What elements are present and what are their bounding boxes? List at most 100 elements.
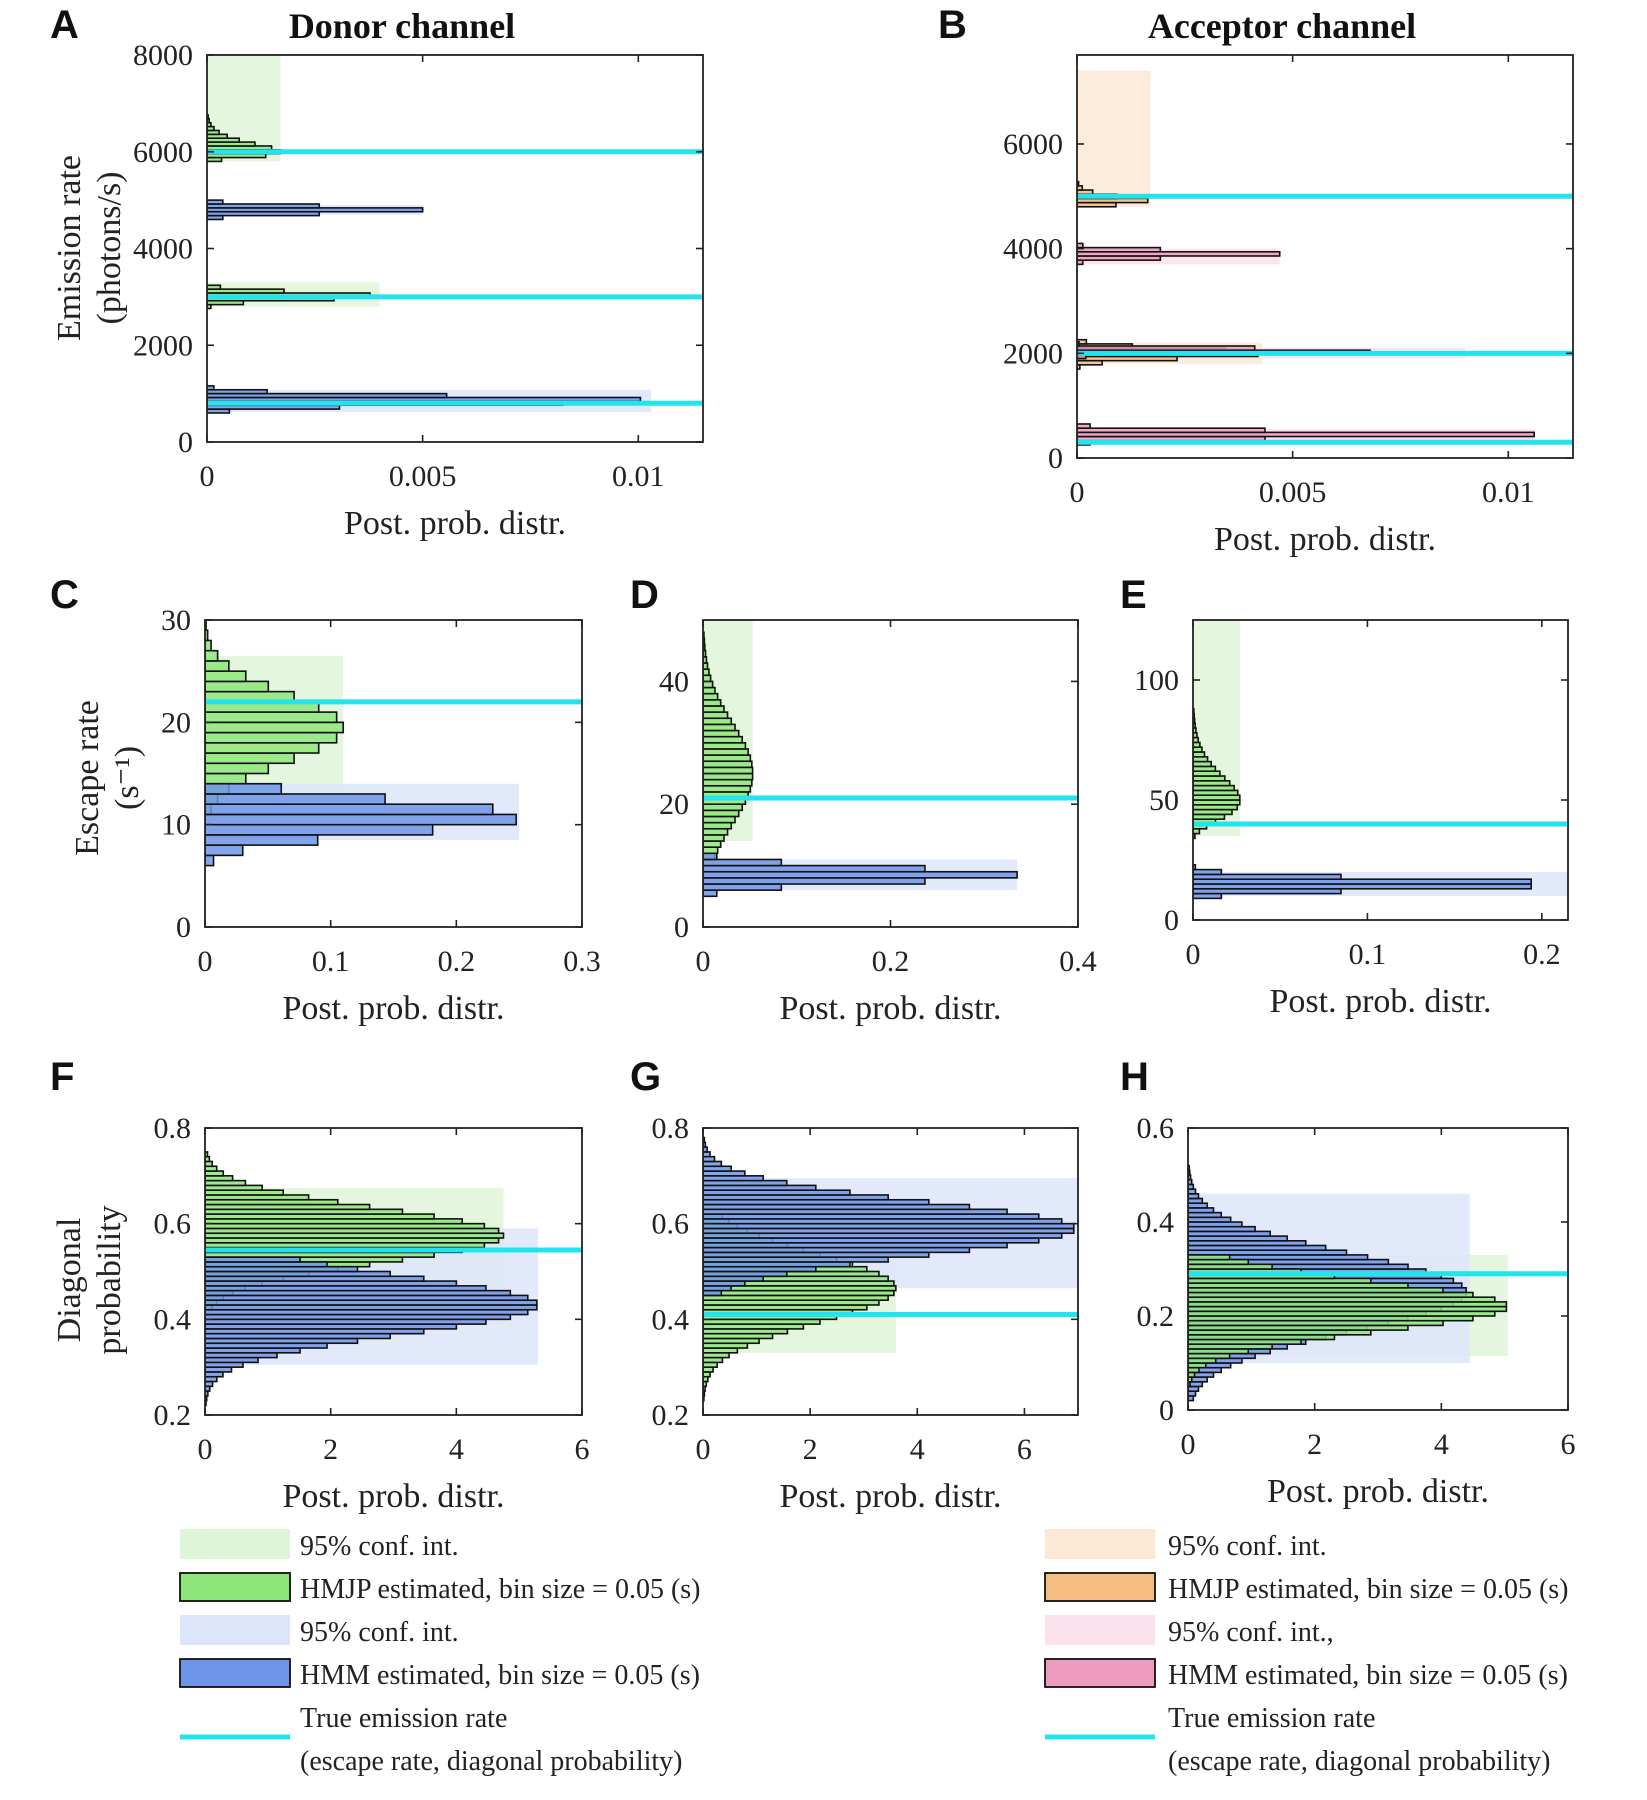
x-tick-label: 4 [449, 1433, 464, 1466]
histogram-bar [207, 388, 268, 395]
histogram-bar [703, 870, 1018, 879]
histogram-bar [703, 741, 747, 750]
histogram-bar [1077, 345, 1256, 351]
y-axis-label: Diagonal probability [51, 1205, 128, 1354]
histogram-bar [205, 772, 247, 785]
histogram-bar [1077, 246, 1162, 253]
histogram-bar [703, 717, 733, 726]
histogram-bar [1077, 341, 1080, 347]
y-tick-label: 50 [1149, 784, 1179, 817]
histogram-bar [205, 660, 230, 672]
y-tick-label: 10 [161, 809, 191, 842]
x-axis-label: Post. prob. distr. [780, 1478, 1002, 1515]
histogram-bar [703, 809, 740, 818]
legend-label: HMM estimated, bin size = 0.05 (s) [1168, 1660, 1568, 1691]
histogram-bar [703, 760, 753, 769]
plot-area [1188, 1164, 1568, 1402]
histogram-bar [205, 803, 494, 816]
y-axis-label-line: Emission rate [51, 155, 88, 341]
panel-letter: G [630, 1055, 661, 1099]
y-tick-label: 0.6 [154, 1208, 192, 1241]
y-axis-label-line: (photons/s) [91, 172, 128, 325]
legend-label: 95% conf. int., [1168, 1617, 1334, 1648]
y-tick-label: 100 [1134, 664, 1179, 697]
series-hmm [703, 1136, 1075, 1297]
histogram-bar [205, 731, 338, 744]
histogram-bar [1193, 863, 1197, 871]
ci-rect [1077, 70, 1151, 207]
histogram-bar [1077, 250, 1281, 257]
y-axis-label: Emission rate (photons/s) [51, 155, 128, 341]
legend-label: HMJP estimated, bin size = 0.05 (s) [1168, 1574, 1569, 1605]
y-tick-label: 0 [674, 911, 689, 944]
x-tick-label: 0.01 [612, 460, 665, 493]
y-tick-label: 6000 [1003, 128, 1063, 161]
y-tick-label: 0.6 [652, 1208, 690, 1241]
series-hmm [207, 199, 424, 221]
histogram-bar [703, 772, 754, 781]
histogram-bar [207, 288, 285, 294]
x-tick-label: 0.4 [1059, 945, 1097, 978]
y-tick-label: 2000 [133, 329, 193, 362]
x-tick-label: 0 [198, 1433, 213, 1466]
histogram-bar [1077, 185, 1084, 191]
panel-letter: B [938, 3, 967, 47]
x-tick-label: 0 [1181, 1428, 1196, 1461]
series-hmjp [1193, 707, 1241, 840]
histogram-bar [205, 1256, 301, 1263]
histogram-bar [703, 815, 736, 824]
histogram-bar [1077, 431, 1535, 438]
histogram-bar [207, 385, 215, 391]
panel-letter: H [1120, 1055, 1149, 1099]
histogram-bar [205, 823, 434, 836]
legend-swatch-bar [1044, 1658, 1156, 1688]
plot-area [1193, 620, 1568, 900]
y-tick-label: 4000 [1003, 233, 1063, 266]
axes-box [1076, 54, 1574, 459]
panel-b: 0 0.005 0.01 0 2000 4000 6000 Post. prob. distr… [938, 3, 1574, 558]
x-tick-label: 0.2 [872, 945, 910, 978]
histogram-bar [1188, 1254, 1231, 1261]
y-tick-label: 8000 [133, 39, 193, 72]
y-tick-label: 0 [178, 426, 193, 459]
histogram-bar [1193, 878, 1532, 885]
histogram-bar [703, 705, 725, 713]
y-tick-label: 30 [161, 604, 191, 637]
histogram-bar [703, 883, 783, 891]
plot-area [703, 1136, 1078, 1402]
panel-letter: A [50, 3, 79, 47]
histogram-bar [207, 392, 448, 399]
y-tick-label: 0.4 [154, 1303, 192, 1336]
x-tick-label: 0 [200, 460, 215, 493]
panel-title: Acceptor channel [1148, 6, 1416, 46]
histogram-bar [703, 692, 719, 701]
y-axis-label-line: Escape rate [69, 700, 106, 856]
histogram-bar [703, 711, 729, 720]
x-tick-label: 6 [1017, 1433, 1032, 1466]
y-tick-label: 20 [659, 788, 689, 821]
series-hmjp [703, 631, 754, 861]
y-tick-label: 0.8 [652, 1112, 690, 1145]
histogram-bar [1077, 423, 1091, 429]
legend-label: True emission rate [300, 1703, 507, 1734]
histogram-bar [703, 766, 754, 775]
y-tick-label: 0.2 [154, 1399, 192, 1432]
histogram-bar [205, 854, 215, 867]
histogram-bar [703, 889, 718, 898]
histogram-bar [205, 680, 270, 693]
y-tick-label: 0.8 [154, 1112, 192, 1145]
series-hmm [703, 852, 1018, 898]
plot-area [207, 55, 703, 414]
axes-box [204, 1127, 583, 1416]
x-tick-label: 0.005 [389, 460, 457, 493]
histogram-bar [703, 778, 753, 787]
panel-g: 0 2 4 6 0.2 0.4 0.6 0.8 Post. prob. distr. G [630, 1055, 1079, 1515]
x-tick-label: 0.005 [1259, 476, 1327, 509]
x-tick-label: 4 [1434, 1428, 1449, 1461]
legend-label: 95% conf. int. [300, 1531, 459, 1562]
x-tick-label: 2 [323, 1433, 338, 1466]
y-tick-label: 0 [1164, 904, 1179, 937]
plot-area [205, 620, 582, 867]
histogram-bar [703, 840, 722, 848]
x-tick-label: 0 [1070, 476, 1085, 509]
